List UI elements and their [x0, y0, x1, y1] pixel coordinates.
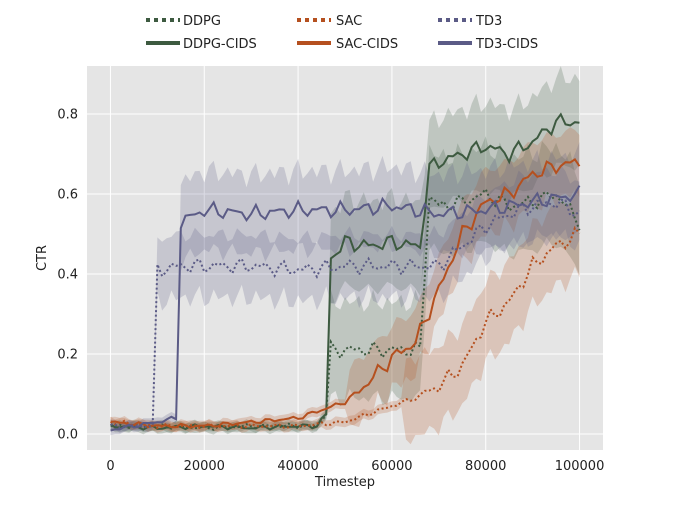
x-tick-label: 0 [106, 459, 114, 474]
legend-label-sac: SAC [336, 14, 362, 29]
y-axis: 0.0 0.2 0.4 0.6 0.8 [57, 108, 78, 443]
x-axis: 0 20000 40000 60000 80000 100000 [106, 459, 604, 474]
series-lines [109, 112, 581, 432]
legend-label-td3: TD3 [475, 14, 502, 29]
x-tick-label: 80000 [465, 459, 506, 474]
band-td3 [110, 164, 580, 433]
legend-label-ddpg-cids: DDPG-CIDS [183, 37, 257, 52]
y-axis-label: CTR [35, 245, 50, 271]
series-line-td3-cids [110, 185, 581, 432]
band-sac-cids [110, 127, 580, 433]
legend: DDPG DDPG-CIDS SAC SAC-CIDS TD3 TD3-CIDS [146, 14, 538, 52]
x-tick-label: 60000 [371, 459, 412, 474]
x-tick-label: 40000 [277, 459, 318, 474]
y-tick-label: 0.6 [57, 188, 78, 203]
x-axis-label: Timestep [314, 475, 375, 490]
grid [87, 66, 603, 450]
y-tick-label: 0.2 [57, 348, 78, 363]
plot-background [87, 66, 603, 450]
band-ddpg [110, 136, 580, 435]
legend-label-ddpg: DDPG [183, 14, 221, 29]
band-ddpg-cids [110, 66, 580, 435]
y-tick-label: 0.8 [57, 108, 78, 123]
x-tick-label: 20000 [184, 459, 225, 474]
y-tick-label: 0.0 [57, 428, 78, 443]
x-tick-label: 100000 [555, 459, 605, 474]
band-sac [110, 189, 580, 445]
y-tick-label: 0.4 [57, 268, 78, 283]
series-line-sac-cids [110, 158, 581, 429]
legend-label-td3-cids: TD3-CIDS [475, 37, 538, 52]
legend-label-sac-cids: SAC-CIDS [336, 37, 398, 52]
